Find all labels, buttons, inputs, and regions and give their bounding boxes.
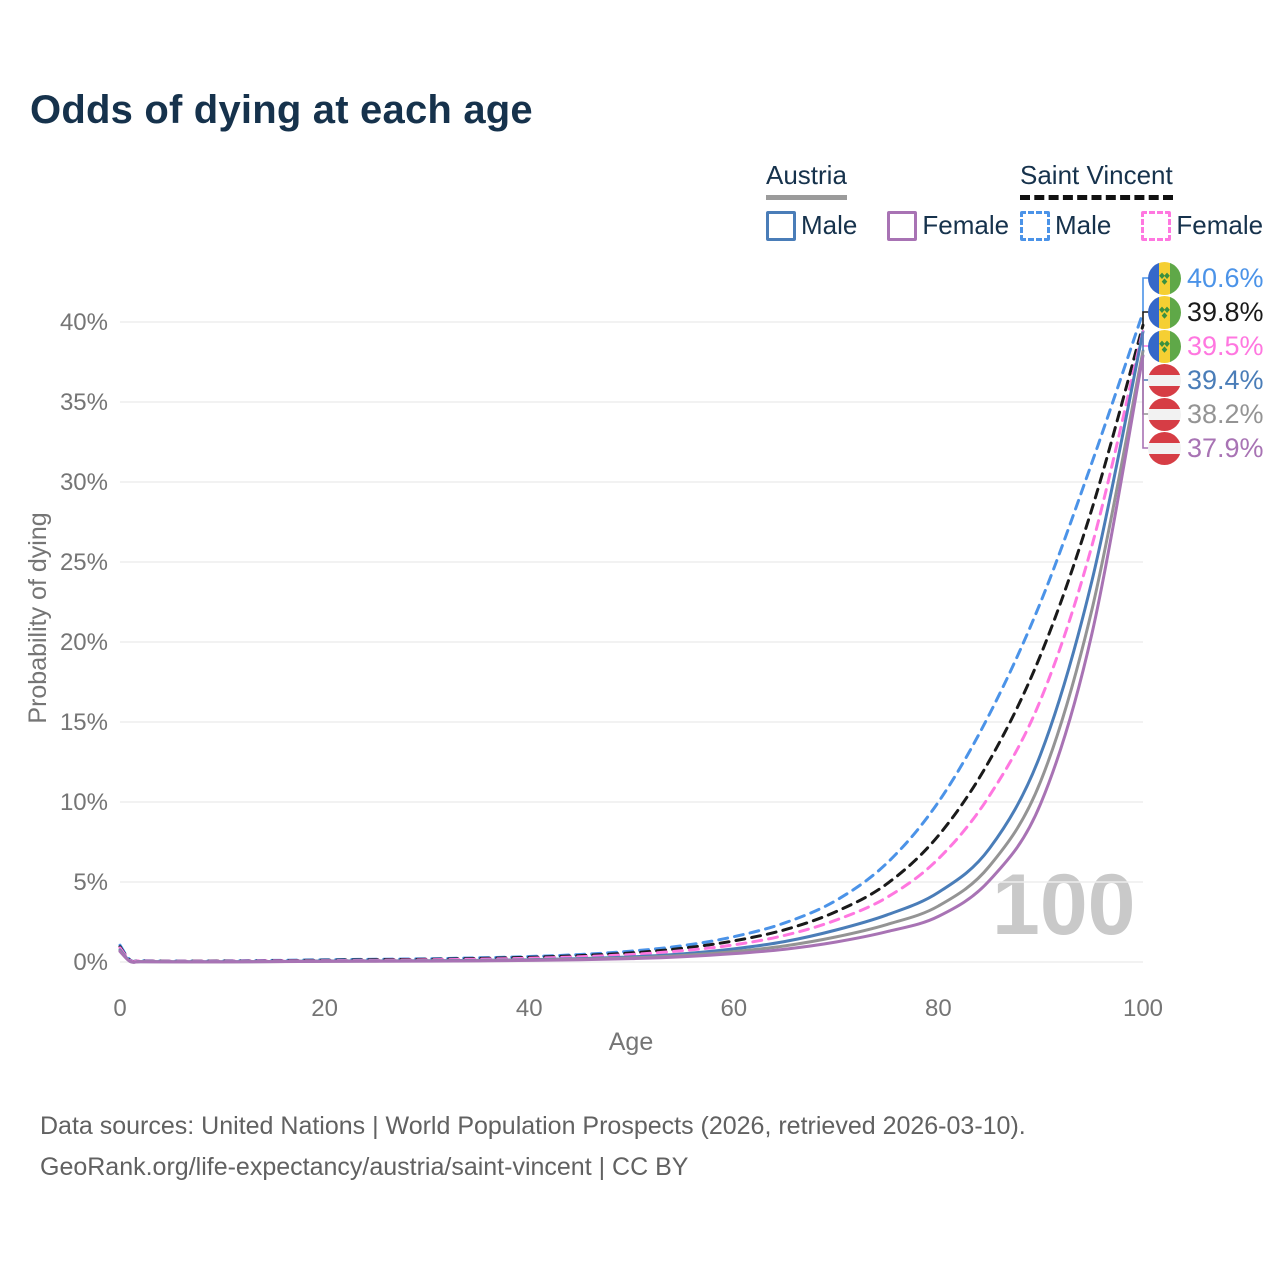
- y-tick-label: 10%: [60, 789, 108, 816]
- end-label-value: 38.2%: [1187, 398, 1264, 429]
- end-label-value: 37.9%: [1187, 432, 1264, 463]
- y-axis-title: Probability of dying: [24, 512, 52, 723]
- y-tick-label: 35%: [60, 389, 108, 416]
- y-tick-label: 25%: [60, 549, 108, 576]
- saint-vincent-male-swatch-icon: [1020, 210, 1050, 241]
- end-label-value: 39.8%: [1187, 296, 1264, 327]
- x-tick-label: 0: [113, 995, 126, 1022]
- legend-group-austria: Austria Male Female: [766, 160, 1009, 241]
- end-label-row-austria-both-sexes: 38.2%: [1148, 397, 1264, 431]
- end-label-value: 40.6%: [1187, 262, 1264, 293]
- austria-flag-icon: [1148, 431, 1181, 465]
- y-tick-label: 0%: [73, 949, 108, 976]
- x-axis-title: Age: [609, 1028, 653, 1056]
- footer: Data sources: United Nations | World Pop…: [40, 1106, 1026, 1188]
- saint-vincent-flag-icon: [1148, 329, 1181, 363]
- end-label-value: 39.4%: [1187, 364, 1264, 395]
- end-label-connector: [1142, 311, 1150, 326]
- legend-item-austria-female[interactable]: Female: [887, 210, 1009, 241]
- saint-vincent-flag-icon: [1148, 295, 1181, 329]
- saint-vincent-flag-icon: [1148, 261, 1181, 295]
- saint-vincent-female-swatch-icon: [1141, 210, 1172, 241]
- y-tick-label: 40%: [60, 309, 108, 336]
- legend-items-saint-vincent: Male Female: [1020, 210, 1263, 241]
- end-label-connector: [1142, 355, 1150, 449]
- y-tick-label: 5%: [73, 869, 108, 896]
- austria-flag-icon: [1148, 363, 1181, 397]
- series-line-austria-both-sexes[interactable]: [118, 349, 1145, 964]
- series-line-saint-vincent-both-sexes[interactable]: [118, 323, 1145, 964]
- legend-items-austria: Male Female: [766, 210, 1009, 241]
- x-tick-label: 100: [1123, 995, 1163, 1022]
- x-tick-label: 60: [720, 995, 747, 1022]
- legend-heading-saint-vincent: Saint Vincent: [1020, 160, 1173, 200]
- footer-attribution: GeoRank.org/life-expectancy/austria/sain…: [40, 1153, 689, 1181]
- austria-flag-icon: [1148, 397, 1181, 431]
- legend-label: Male: [801, 210, 858, 240]
- austria-male-swatch-icon: [766, 210, 796, 241]
- legend-item-saint-vincent-male[interactable]: Male: [1020, 210, 1111, 241]
- legend-label: Female: [922, 210, 1010, 240]
- legend-group-saint-vincent: Saint Vincent Male Female: [1020, 160, 1263, 241]
- y-tick-label: 20%: [60, 629, 108, 656]
- x-tick-label: 20: [311, 995, 338, 1022]
- series-line-saint-vincent-female[interactable]: [118, 328, 1145, 964]
- x-tick-label: 80: [925, 995, 952, 1022]
- page-title: Odds of dying at each age: [30, 88, 533, 132]
- end-label-value: 39.5%: [1187, 330, 1264, 361]
- x-tick-label: 40: [516, 995, 543, 1022]
- end-label-row-saint-vincent-both-sexes: 39.8%: [1148, 295, 1264, 329]
- watermark-age-100: 100: [992, 857, 1136, 953]
- y-tick-label: 15%: [60, 709, 108, 736]
- end-label-row-saint-vincent-male: 40.6%: [1148, 261, 1264, 295]
- series-line-austria-female[interactable]: [118, 354, 1145, 964]
- austria-female-swatch-icon: [887, 210, 918, 241]
- end-label-row-saint-vincent-female: 39.5%: [1148, 329, 1264, 363]
- legend-label: Female: [1176, 210, 1264, 240]
- footer-sources: Data sources: United Nations | World Pop…: [40, 1112, 1026, 1140]
- legend-item-saint-vincent-female[interactable]: Female: [1141, 210, 1263, 241]
- legend-item-austria-male[interactable]: Male: [766, 210, 857, 241]
- end-label-connector: [1142, 277, 1150, 313]
- end-label-row-austria-male: 39.4%: [1148, 363, 1264, 397]
- legend-label: Male: [1055, 210, 1112, 240]
- legend-heading-austria: Austria: [766, 160, 847, 200]
- y-tick-label: 30%: [60, 469, 108, 496]
- end-label-row-austria-female: 37.9%: [1148, 431, 1264, 465]
